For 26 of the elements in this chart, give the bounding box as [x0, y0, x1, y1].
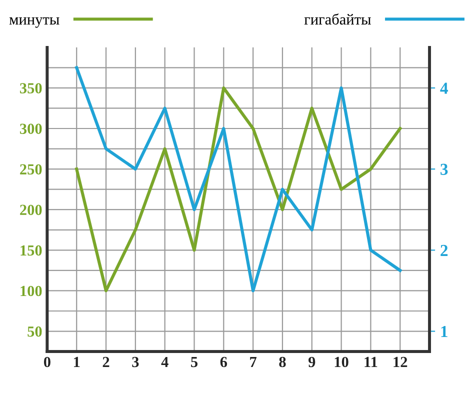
x-tick-label: 12: [394, 356, 408, 368]
x-tick-label: 7: [250, 357, 257, 368]
y2-tick-label: 4: [440, 82, 448, 94]
x-tick-label: 5: [191, 357, 198, 368]
x-tick-label: 0: [44, 356, 50, 368]
y-tick-label: 200: [20, 204, 42, 216]
legend-label: минуты: [9, 17, 60, 28]
x-tick-label: 10: [334, 356, 348, 368]
x-tick-label: 2: [102, 356, 110, 368]
x-tick-label: 4: [161, 356, 168, 368]
x-tick-label: 1: [74, 356, 80, 368]
x-tick-label: 9: [308, 356, 316, 368]
y-tick-label: 100: [20, 286, 42, 296]
y2-tick-label: 3: [440, 164, 448, 176]
x-tick-label: 11: [364, 356, 378, 368]
y-tick-label: 150: [20, 245, 42, 256]
y2-tick-label: 2: [440, 244, 448, 256]
x-tick-label: 8: [279, 356, 286, 368]
y-tick-label: 300: [20, 124, 42, 134]
x-tick-label: 3: [132, 356, 139, 368]
y-tick-label: 350: [20, 83, 42, 94]
y-tick-label: 250: [20, 164, 42, 175]
legend-label: гигабайты: [304, 14, 371, 25]
x-tick-label: 6: [220, 356, 228, 368]
y-tick-label: 50: [28, 326, 42, 337]
y2-tick-label: 1: [441, 326, 448, 338]
